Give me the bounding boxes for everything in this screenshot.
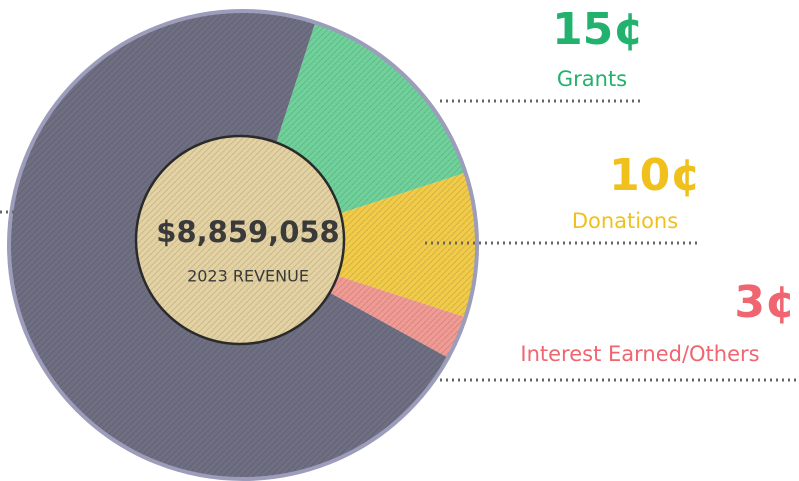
category-label: Interest Earned/Others (520, 342, 759, 366)
center-total: $8,859,058 (156, 215, 339, 249)
center-texture (136, 136, 344, 344)
category-label: Grants (557, 67, 627, 91)
value-label: 15¢ (552, 4, 644, 55)
category-label: Donations (572, 209, 678, 233)
value-label: 10¢ (609, 150, 701, 201)
value-label: 3¢ (734, 277, 795, 328)
pie-rim (7, 9, 479, 481)
center-caption: 2023 REVENUE (187, 267, 309, 286)
